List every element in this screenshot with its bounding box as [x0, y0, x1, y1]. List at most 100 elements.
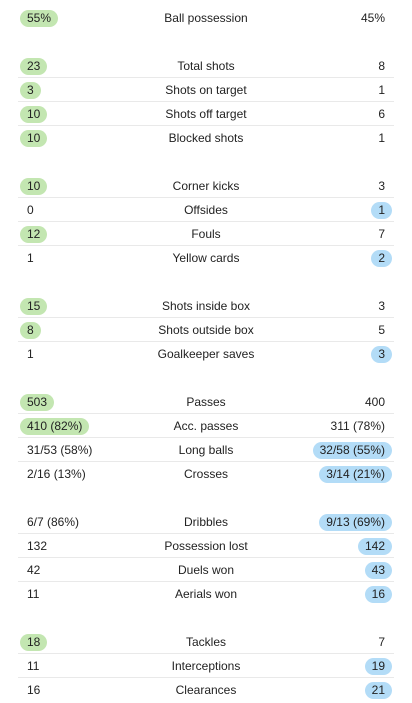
home-value: 2/16 (13%): [20, 462, 93, 486]
home-value-text: 42: [27, 563, 41, 577]
home-value-text: 10: [20, 106, 48, 123]
stat-row-acc-passes: 410 (82%) Acc. passes 311 (78%): [18, 414, 394, 438]
away-value: 6: [371, 102, 392, 126]
away-value: 8: [371, 54, 392, 78]
home-value-text: 503: [20, 394, 55, 411]
away-value-text: 43: [364, 562, 392, 579]
home-value-text: 12: [20, 226, 48, 243]
stat-row-duels-won: 42 Duels won 43: [18, 558, 394, 582]
stat-row-yellow-cards: 1 Yellow cards 2: [18, 246, 394, 270]
home-value: 6/7 (86%): [20, 510, 86, 534]
home-value: 10: [20, 174, 48, 198]
stat-row-aerials-won: 11 Aerials won 16: [18, 582, 394, 606]
home-value-text: 10: [20, 130, 48, 147]
stat-label: Tackles: [185, 635, 226, 649]
stat-row-shots-off-target: 10 Shots off target 6: [18, 102, 394, 126]
stat-label: Shots on target: [165, 83, 247, 97]
away-value: 3: [371, 294, 392, 318]
home-value-text: 410 (82%): [20, 418, 90, 435]
stat-label: Fouls: [191, 227, 221, 241]
home-value: 1: [20, 342, 41, 366]
away-value-text: 1: [371, 202, 392, 219]
stat-label: Goalkeeper saves: [157, 347, 255, 361]
home-value-text: 16: [27, 683, 41, 697]
home-value-text: 23: [20, 58, 48, 75]
home-value-text: 15: [20, 298, 48, 315]
stat-label: Blocked shots: [168, 131, 244, 145]
away-value: 142: [357, 534, 392, 558]
stat-row-corner-kicks: 10 Corner kicks 3: [18, 174, 394, 198]
stat-row-dribbles: 6/7 (86%) Dribbles 9/13 (69%): [18, 510, 394, 534]
stat-row-clearances: 16 Clearances 21: [18, 678, 394, 702]
away-value: 1: [371, 78, 392, 102]
home-value-text: 132: [27, 539, 48, 553]
home-value: 410 (82%): [20, 414, 90, 438]
stat-row-shots-on-target: 3 Shots on target 1: [18, 78, 394, 102]
away-value: 1: [371, 198, 392, 222]
away-value: 400: [358, 390, 392, 414]
home-value: 15: [20, 294, 48, 318]
stat-label: Acc. passes: [173, 419, 239, 433]
stat-row-interceptions: 11 Interceptions 19: [18, 654, 394, 678]
stat-label: Crosses: [183, 467, 228, 481]
home-value-text: 2/16 (13%): [27, 467, 86, 481]
stat-label: Yellow cards: [172, 251, 240, 265]
stat-label: Shots outside box: [158, 323, 254, 337]
stat-row-shots-outside-box: 8 Shots outside box 5: [18, 318, 394, 342]
home-value-text: 18: [20, 634, 48, 651]
home-value: 8: [20, 318, 41, 342]
away-value-text: 45%: [360, 11, 385, 25]
home-value: 1: [20, 246, 41, 270]
stat-label: Dribbles: [183, 515, 228, 529]
away-value-text: 142: [357, 538, 392, 555]
away-value: 1: [371, 126, 392, 150]
stat-label: Interceptions: [171, 659, 241, 673]
home-value-text: 10: [20, 178, 48, 195]
home-value-text: 11: [27, 659, 40, 673]
away-value: 16: [364, 582, 392, 606]
away-value: 311 (78%): [324, 414, 392, 438]
away-value-text: 311 (78%): [330, 419, 385, 433]
home-value: 23: [20, 54, 48, 78]
home-value-text: 1: [27, 347, 34, 361]
stat-label: Corner kicks: [172, 179, 240, 193]
home-value: 0: [20, 198, 41, 222]
home-value: 16: [20, 678, 47, 702]
away-value-text: 19: [364, 658, 392, 675]
away-value-text: 7: [378, 227, 385, 241]
stat-label: Duels won: [177, 563, 235, 577]
away-value-text: 6: [378, 107, 385, 121]
away-value-text: 2: [371, 250, 392, 267]
away-value: 3: [371, 174, 392, 198]
stat-label: Ball possession: [164, 11, 248, 25]
away-value-text: 1: [378, 83, 385, 97]
stat-section: 503 Passes 400 410 (82%) Acc. passes 311 (78%…: [18, 390, 394, 486]
stat-row-blocked-shots: 10 Blocked shots 1: [18, 126, 394, 150]
stat-row-long-balls: 31/53 (58%) Long balls 32/58 (55%): [18, 438, 394, 462]
away-value-text: 32/58 (55%): [312, 442, 392, 459]
home-value: 12: [20, 222, 48, 246]
away-value: 7: [371, 222, 392, 246]
stat-row-ball-possession: 55% Ball possession 45%: [18, 6, 394, 30]
stat-section: 10 Corner kicks 3 0 Offsides 1 12 Fouls 7 1 Yellow…: [18, 174, 394, 270]
home-value: 10: [20, 102, 48, 126]
away-value: 2: [371, 246, 392, 270]
home-value-text: 1: [27, 251, 34, 265]
away-value-text: 3: [371, 346, 392, 363]
stat-label: Offsides: [184, 203, 228, 217]
home-value-text: 3: [20, 82, 41, 99]
away-value-text: 3/14 (21%): [319, 466, 392, 483]
home-value: 11: [20, 582, 46, 606]
stat-section: 18 Tackles 7 11 Interceptions 19 16 Clearances 2…: [18, 630, 394, 702]
away-value-text: 400: [364, 395, 385, 409]
away-value-text: 9/13 (69%): [319, 514, 392, 531]
home-value-text: 8: [20, 322, 41, 339]
away-value-text: 7: [378, 635, 385, 649]
away-value: 3/14 (21%): [319, 462, 392, 486]
stat-row-passes: 503 Passes 400: [18, 390, 394, 414]
home-value: 132: [20, 534, 54, 558]
away-value-text: 21: [364, 682, 392, 699]
stat-section: 55% Ball possession 45%: [18, 6, 394, 30]
away-value: 19: [364, 654, 392, 678]
home-value: 3: [20, 78, 41, 102]
